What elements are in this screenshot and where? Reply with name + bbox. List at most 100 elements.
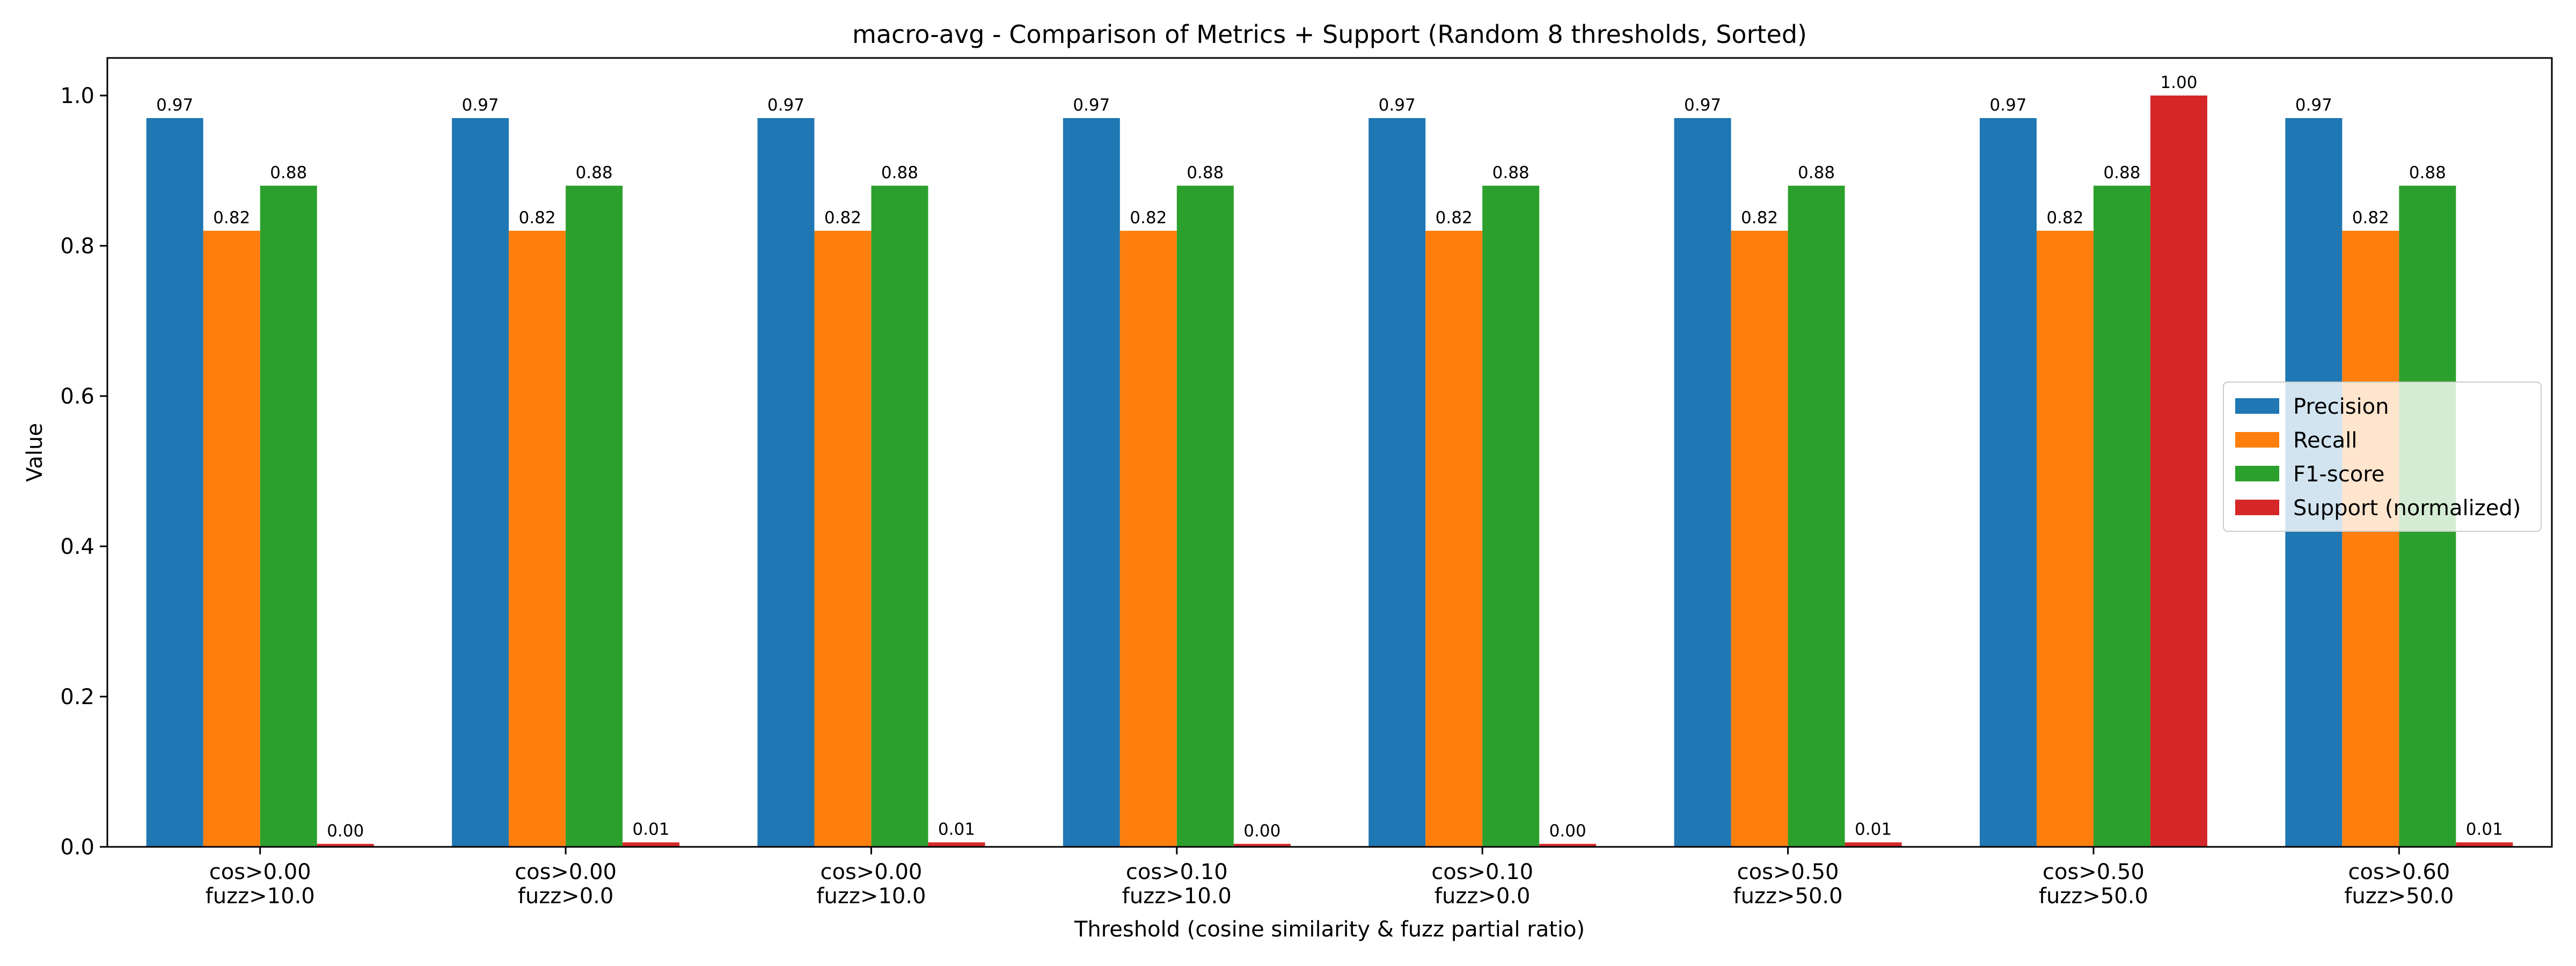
bar-value-label: 0.88 bbox=[1798, 163, 1835, 182]
bar-support-normalized bbox=[1233, 844, 1291, 847]
bar-value-label: 0.82 bbox=[2046, 208, 2083, 228]
bar-value-label: 0.82 bbox=[1741, 208, 1778, 228]
y-tick-label: 0.6 bbox=[60, 384, 94, 409]
bar-support-normalized bbox=[928, 842, 985, 847]
y-axis-label: Value bbox=[23, 423, 47, 482]
bar-value-label: 1.00 bbox=[2160, 73, 2197, 92]
bar-precision bbox=[757, 118, 815, 847]
y-tick-label: 1.0 bbox=[60, 84, 94, 108]
bar-f1-score bbox=[1788, 186, 1845, 847]
bar-value-label: 0.88 bbox=[2409, 163, 2446, 182]
bar-value-label: 0.82 bbox=[824, 208, 861, 228]
bar-value-label: 0.01 bbox=[2466, 820, 2503, 839]
bar-f1-score bbox=[871, 186, 928, 847]
x-tick-label: fuzz>50.0 bbox=[1733, 884, 1843, 909]
bar-value-label: 0.88 bbox=[881, 163, 918, 182]
bar-precision bbox=[146, 118, 203, 847]
x-tick-label: cos>0.50 bbox=[1737, 860, 1839, 884]
x-axis-label: Threshold (cosine similarity & fuzz part… bbox=[1074, 917, 1585, 942]
bar-value-label: 0.88 bbox=[2103, 163, 2140, 182]
bar-f1-score bbox=[1482, 186, 1540, 847]
x-tick-label: fuzz>0.0 bbox=[1435, 884, 1531, 909]
data-labels-layer: 0.97 0.82 0.88 0.00 0.97 0.82 0.88 0.01 0.97 0.82… bbox=[156, 73, 2503, 840]
x-tick-label: cos>0.00 bbox=[515, 860, 617, 884]
bar-value-label: 0.82 bbox=[519, 208, 556, 228]
legend-label: Precision bbox=[2293, 394, 2389, 419]
bar-value-label: 0.97 bbox=[1684, 96, 1721, 115]
bar-recall bbox=[1119, 231, 1177, 847]
y-tick-label: 0.2 bbox=[60, 685, 94, 709]
x-tick-label: cos>0.50 bbox=[2043, 860, 2145, 884]
x-axis: cos>0.00fuzz>10.0cos>0.00fuzz>0.0cos>0.0… bbox=[206, 847, 2454, 909]
y-tick-label: 0.8 bbox=[60, 234, 94, 259]
bar-value-label: 0.01 bbox=[938, 820, 975, 839]
bar-value-label: 0.82 bbox=[1130, 208, 1167, 228]
x-tick-label: cos>0.00 bbox=[209, 860, 311, 884]
bar-value-label: 0.97 bbox=[767, 96, 804, 115]
bar-support-normalized bbox=[623, 842, 680, 847]
bar-value-label: 0.82 bbox=[2352, 208, 2389, 228]
x-tick-label: cos>0.10 bbox=[1431, 860, 1533, 884]
bar-recall bbox=[2036, 231, 2094, 847]
bar-value-label: 0.97 bbox=[1989, 96, 2026, 115]
bar-precision bbox=[1063, 118, 1120, 847]
legend-swatch bbox=[2235, 432, 2279, 448]
legend: Precision Recall F1-score Support (normaliz… bbox=[2223, 382, 2542, 532]
x-tick-label: cos>0.60 bbox=[2348, 860, 2450, 884]
x-tick-label: fuzz>50.0 bbox=[2039, 884, 2148, 909]
bar-value-label: 0.88 bbox=[270, 163, 307, 182]
bar-recall bbox=[1425, 231, 1483, 847]
bar-value-label: 0.97 bbox=[1073, 96, 1110, 115]
bar-value-label: 0.97 bbox=[1379, 96, 1416, 115]
bar-value-label: 0.88 bbox=[1187, 163, 1224, 182]
bar-value-label: 0.01 bbox=[633, 820, 670, 839]
bar-f1-score bbox=[260, 186, 317, 847]
legend-swatch bbox=[2235, 398, 2279, 414]
x-tick-label: cos>0.10 bbox=[1126, 860, 1228, 884]
bar-precision bbox=[1674, 118, 1731, 847]
legend-label: Support (normalized) bbox=[2293, 496, 2521, 521]
legend-swatch bbox=[2235, 466, 2279, 481]
legend-box bbox=[2223, 382, 2542, 532]
bar-value-label: 0.00 bbox=[1243, 821, 1280, 840]
legend-label: F1-score bbox=[2293, 462, 2384, 487]
bar-value-label: 0.97 bbox=[462, 96, 499, 115]
bar-value-label: 0.01 bbox=[1855, 820, 1892, 839]
bar-support-normalized bbox=[2456, 842, 2513, 847]
chart-title: macro-avg - Comparison of Metrics + Supp… bbox=[852, 20, 1807, 49]
x-tick-label: fuzz>0.0 bbox=[518, 884, 614, 909]
bar-value-label: 0.00 bbox=[1549, 821, 1586, 840]
bar-support-normalized bbox=[317, 844, 374, 847]
bar-support-normalized bbox=[2150, 96, 2207, 847]
bar-value-label: 0.00 bbox=[327, 821, 364, 840]
plot-frame bbox=[106, 57, 2553, 848]
x-tick-label: fuzz>50.0 bbox=[2344, 884, 2454, 909]
bar-value-label: 0.88 bbox=[1492, 163, 1529, 182]
bar-support-normalized bbox=[1845, 842, 1902, 847]
bar-precision bbox=[1368, 118, 1426, 847]
legend-swatch bbox=[2235, 500, 2279, 515]
bar-value-label: 0.82 bbox=[1436, 208, 1473, 228]
y-tick-label: 0.0 bbox=[60, 835, 94, 860]
bar-f1-score bbox=[2093, 186, 2150, 847]
bar-recall bbox=[509, 231, 566, 847]
x-tick-label: cos>0.00 bbox=[820, 860, 922, 884]
bar-precision bbox=[452, 118, 509, 847]
bar-value-label: 0.88 bbox=[576, 163, 613, 182]
bar-f1-score bbox=[1176, 186, 1234, 847]
bar-precision bbox=[1979, 118, 2037, 847]
bar-f1-score bbox=[566, 186, 623, 847]
bar-value-label: 0.97 bbox=[2295, 96, 2332, 115]
bar-recall bbox=[814, 231, 872, 847]
bar-recall bbox=[203, 231, 260, 847]
y-axis: 0.0 0.2 0.4 0.6 0.8 1.0 bbox=[60, 84, 107, 860]
x-tick-label: fuzz>10.0 bbox=[206, 884, 315, 909]
bar-value-label: 0.82 bbox=[213, 208, 250, 228]
bar-value-label: 0.97 bbox=[156, 96, 193, 115]
legend-label: Recall bbox=[2293, 428, 2357, 453]
x-tick-label: fuzz>10.0 bbox=[816, 884, 926, 909]
bar-recall bbox=[2342, 231, 2399, 847]
x-tick-label: fuzz>10.0 bbox=[1122, 884, 1232, 909]
y-tick-label: 0.4 bbox=[60, 535, 94, 559]
